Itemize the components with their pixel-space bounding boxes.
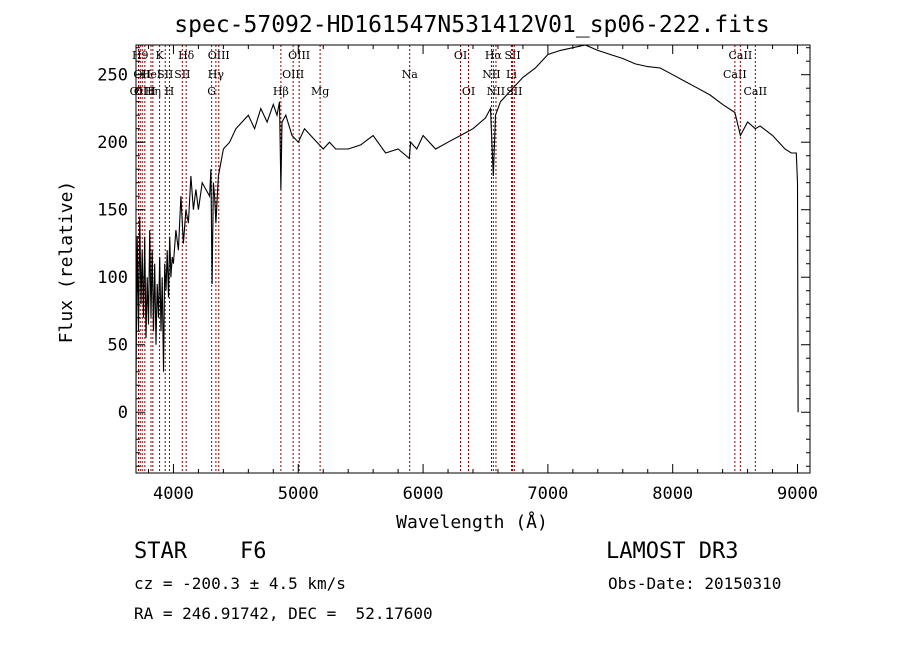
marker-label-16: OIII: [288, 49, 310, 62]
marker-label-23: NII: [487, 85, 505, 98]
y-axis: 0 50 100 150 200 250: [97, 47, 810, 467]
marker-label-12: Hγ: [208, 68, 225, 81]
object-class: STAR: [134, 539, 187, 564]
x-tick-label-5: 9000: [777, 484, 818, 504]
spectral-line-markers: OIIH9OIIOIIIHeIHηKSIIHHδSIIGHγOIIIHβOIII…: [130, 45, 767, 473]
y-tick-label-5: 250: [97, 66, 128, 86]
marker-label-6: K: [155, 49, 164, 62]
marker-label-25: SII: [504, 49, 520, 62]
x-axis-label: Wavelength (Å): [396, 511, 548, 533]
x-tick-label-0: 4000: [153, 484, 194, 504]
marker-label-29: CaII: [743, 85, 767, 98]
x-axis: 4000 5000 6000 7000 8000 9000: [147, 45, 818, 504]
y-tick-label-0: 0: [118, 403, 128, 423]
marker-label-9: Hδ: [178, 49, 195, 62]
x-tick-label-4: 8000: [652, 484, 693, 504]
marker-label-13: OIII: [208, 49, 230, 62]
obs-date-text: Obs-Date: 20150310: [608, 574, 782, 593]
survey-name: LAMOST DR3: [606, 539, 739, 564]
marker-label-21: NII: [482, 68, 500, 81]
marker-label-7: SII: [157, 68, 173, 81]
x-tick-label-1: 5000: [278, 484, 319, 504]
marker-label-18: Na: [402, 68, 419, 81]
marker-label-19: OI: [454, 49, 467, 62]
y-tick-label-4: 200: [97, 133, 128, 153]
x-tick-label-3: 7000: [527, 484, 568, 504]
marker-label-4: HeI: [141, 68, 161, 81]
coordinates-text: RA = 246.91742, DEC = 52.17600: [134, 604, 433, 623]
marker-label-1: H9: [132, 49, 149, 62]
marker-label-22: Hα: [485, 49, 503, 62]
chart-title: spec-57092-HD161547N531412V01_sp06-222.f…: [174, 12, 769, 38]
redshift-text: cz = -200.3 ± 4.5 km/s: [134, 574, 346, 593]
y-tick-label-2: 100: [97, 268, 128, 288]
marker-label-10: SII: [174, 68, 190, 81]
y-axis-label: Flux (relative): [56, 181, 77, 344]
marker-label-5: Hη: [145, 85, 161, 98]
marker-label-27: CaII: [723, 68, 747, 81]
marker-label-17: Mg: [311, 85, 329, 98]
marker-label-24: Li: [506, 68, 517, 81]
x-tick-label-2: 6000: [403, 484, 444, 504]
plot-frame: [135, 44, 811, 474]
marker-label-11: G: [207, 85, 216, 98]
marker-label-26: SII: [506, 85, 522, 98]
y-tick-label-1: 50: [108, 336, 128, 356]
marker-label-8: H: [165, 85, 175, 98]
marker-label-14: Hβ: [273, 85, 289, 98]
marker-label-15: OIII: [282, 68, 304, 81]
marker-label-28: CaII: [729, 49, 753, 62]
object-subclass: F6: [240, 539, 267, 564]
marker-label-0: OII: [130, 85, 148, 98]
spectrum-line: [135, 44, 799, 413]
marker-label-20: OI: [462, 85, 475, 98]
y-tick-label-3: 150: [97, 201, 128, 221]
